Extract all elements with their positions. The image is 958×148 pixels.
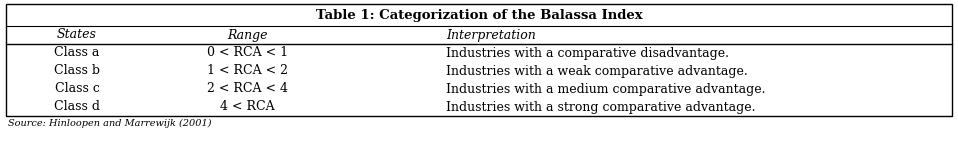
Text: Range: Range [227, 29, 267, 41]
Bar [6, 4, 952, 116]
Text: States: States [57, 29, 97, 41]
Text: 1 < RCA < 2: 1 < RCA < 2 [207, 65, 287, 78]
Text: Class c: Class c [55, 82, 100, 95]
Text: Industries with a weak comparative advantage.: Industries with a weak comparative advan… [445, 65, 747, 78]
Text: Interpretation: Interpretation [445, 29, 536, 41]
Text: Class b: Class b [54, 65, 100, 78]
Text: Table 1: Categorization of the Balassa Index: Table 1: Categorization of the Balassa I… [316, 8, 642, 21]
Text: 0 < RCA < 1: 0 < RCA < 1 [207, 46, 287, 59]
Text: Industries with a strong comparative advantage.: Industries with a strong comparative adv… [445, 100, 756, 114]
Text: Class a: Class a [55, 46, 100, 59]
Text: 2 < RCA < 4: 2 < RCA < 4 [207, 82, 287, 95]
Text: 4 < RCA: 4 < RCA [220, 100, 275, 114]
Text: Industries with a comparative disadvantage.: Industries with a comparative disadvanta… [445, 46, 729, 59]
Text: Industries with a medium comparative advantage.: Industries with a medium comparative adv… [445, 82, 765, 95]
Text: Class d: Class d [54, 100, 100, 114]
Text: Source: Hinloopen and Marrewijk (2001): Source: Hinloopen and Marrewijk (2001) [8, 118, 212, 128]
